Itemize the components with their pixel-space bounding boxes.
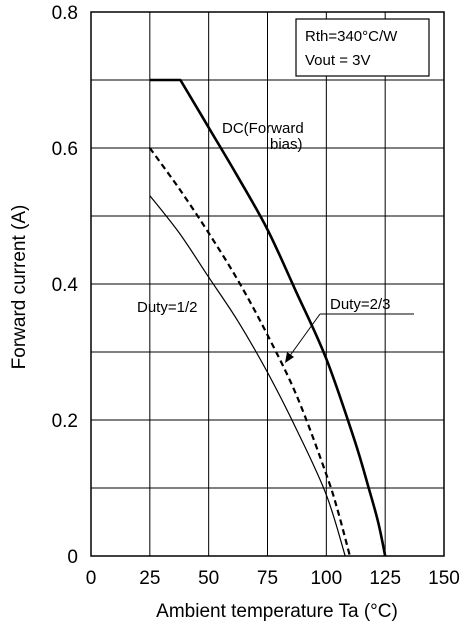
y-tick-label: 0.4 (52, 275, 79, 296)
grid-lines (91, 12, 444, 556)
x-tick-label: 25 (139, 568, 160, 589)
legend-box-frame (295, 18, 430, 77)
y-tick-label: 0.2 (52, 411, 78, 432)
x-tick-label: 0 (86, 568, 97, 589)
legend-line-2: Vout = 3V (305, 52, 370, 69)
duty-2-3-label: Duty=2/3 (330, 296, 390, 313)
x-tick-label: 125 (369, 568, 401, 589)
series-line-2 (148, 147, 351, 557)
tick-labels: 0 25 50 75 100 125 150 0 0.2 0.4 0.6 0.8 (52, 3, 460, 589)
series-line-3 (149, 195, 346, 557)
y-axis-label: Forward current (A) (9, 205, 30, 370)
x-tick-label: 50 (198, 568, 219, 589)
x-tick-label: 150 (428, 568, 460, 589)
series-annotations: DC(Forward bias) Duty=2/3 Duty=1/2 (137, 120, 414, 363)
duty-2-3-leader (288, 313, 321, 358)
duty-2-3-arrowhead (285, 352, 294, 363)
series-curves (148, 78, 387, 557)
duty-1-2-label: Duty=1/2 (137, 299, 197, 316)
x-axis-label: Ambient temperature Ta (°C) (156, 601, 398, 622)
dc-label-line-1: DC(Forward (222, 120, 304, 137)
y-tick-label: 0.6 (52, 139, 78, 160)
series-line-1 (149, 78, 387, 557)
plot-frame (90, 11, 445, 557)
legend-box: Rth=340°C/W Vout = 3V (295, 18, 430, 77)
y-tick-label: 0.8 (52, 3, 78, 24)
legend-line-1: Rth=340°C/W (305, 28, 398, 45)
dc-label-line-2: bias) (270, 136, 303, 153)
y-tick-label: 0 (67, 547, 78, 568)
x-tick-label: 100 (310, 568, 342, 589)
x-tick-label: 75 (257, 568, 278, 589)
